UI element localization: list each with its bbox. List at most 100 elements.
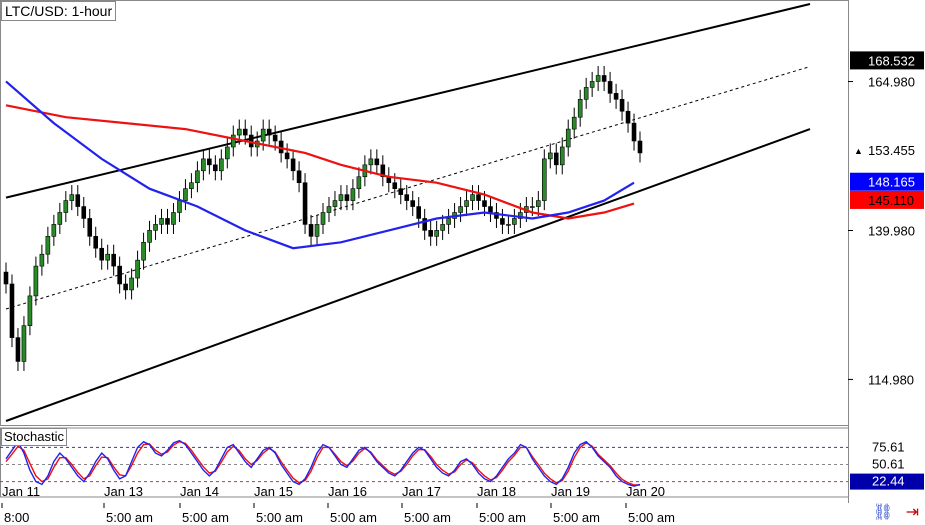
stoch-level-label: 50.61 [872,457,905,472]
stoch-d-line [5,440,640,486]
candle-body [39,253,45,267]
candle-body [571,116,577,130]
candle-body [506,224,511,226]
candle-body [619,99,625,112]
candle-body [547,152,553,160]
candle-body [440,224,445,231]
x-time-label: 5:00 am [256,510,303,525]
candle-body [392,182,398,189]
x-date-label: Jan 16 [328,484,367,499]
candle-body [153,224,158,231]
candle-body [446,218,451,225]
candle-body [69,194,75,201]
candle-body [9,283,15,338]
x-date-label: Jan 18 [477,484,516,499]
candle-body [583,87,589,100]
candle-body [225,146,230,160]
candle-body [589,81,595,88]
candle-body [338,194,344,201]
candle-body [3,271,9,285]
price-channel [5,3,811,422]
candle-body [530,206,535,208]
candle-body [625,110,631,124]
candle-body [201,158,206,172]
price-label-bg [850,51,924,70]
stoch-level-label: 22.44 [872,474,905,489]
candle-body [500,218,505,225]
candle-body [111,253,116,267]
stoch-value-bg [850,473,924,490]
stoch-level-label: 75.61 [872,439,905,454]
candle-body [141,241,146,261]
candle-body [488,206,493,213]
x-date-label: Jan 20 [626,484,665,499]
price-label: 168.532 [868,53,915,68]
candle-body [230,134,236,148]
candle-body [601,75,607,82]
candle-body [464,200,469,207]
x-date-label: Jan 13 [104,484,143,499]
candle-body [105,253,110,261]
candle-body [332,200,338,207]
price-label: 145.110 [868,193,914,208]
x-time-label: 5:00 am [106,510,153,525]
candle-body [344,194,350,201]
x-time-label: 5:00 am [404,510,451,525]
price-label: 153.455 [868,143,915,158]
candle-body [434,230,439,237]
x-time-label: 5:00 am [628,510,675,525]
candle-body [99,247,104,261]
ma-blue-line [5,80,635,250]
stoch-k-line [5,439,641,487]
candle-body [536,200,541,207]
candle-body [207,158,212,166]
candle-body [219,158,224,172]
price-label-bg [850,172,924,191]
candle-body [482,200,487,207]
candle-body [63,200,69,213]
candle-body [428,230,433,237]
candle-body [518,212,523,219]
candle-body [565,128,571,148]
candle-body [135,259,140,279]
toolbar-icons: ⛓ ⇥ [865,504,919,522]
main-plot-frame [0,0,849,503]
scroll-end-arrow-icon[interactable]: ⇥ [905,504,919,521]
price-label-bg [850,190,924,209]
channel-upper-line [5,3,811,199]
candle-body [171,212,176,225]
candle-body [33,265,39,297]
candle-body [266,128,272,136]
x-date-label: Jan 19 [551,484,590,499]
candle-body [613,93,619,100]
candle-body [404,194,410,201]
candle-body [302,182,308,225]
candle-body [189,182,194,189]
candle-body [308,224,314,237]
candle-body [147,230,152,243]
candle-body [296,170,302,184]
candle-body [542,158,547,201]
candle-body [374,158,380,166]
candle-body [476,194,481,201]
x-date-label: Jan 14 [180,484,219,499]
price-up-marker: ▲ [854,146,863,156]
candle-body [45,236,51,255]
candle-body [87,218,93,237]
candle-body [380,164,386,178]
price-label-bg [850,141,924,160]
candle-body [356,176,362,189]
candle-body [272,134,278,142]
link-chain-icon[interactable]: ⛓ [872,504,894,521]
candle-body [129,277,134,291]
candle-body [320,212,326,225]
candle-body [350,188,356,201]
candle-body [117,265,122,285]
candle-body [242,128,248,136]
candle-body [123,283,128,291]
candle-body [213,164,218,172]
candle-body [494,212,499,219]
x-date-label: Jan 17 [402,484,441,499]
x-date-label: Jan 15 [254,484,293,499]
candle-body [290,158,296,172]
